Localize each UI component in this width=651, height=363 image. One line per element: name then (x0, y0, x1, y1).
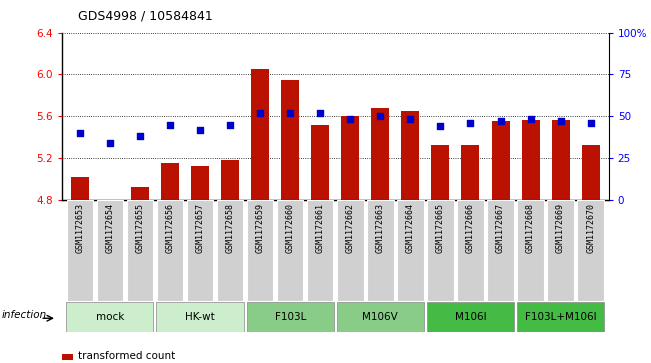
Point (75, 130, 85, 136)
Text: GSM1172666: GSM1172666 (466, 203, 475, 253)
Text: GSM1172660: GSM1172660 (286, 203, 295, 253)
Bar (371, 108, 389, 200)
Bar (161, 163, 179, 200)
Text: GSM1172668: GSM1172668 (526, 203, 535, 253)
Bar (577, 200, 604, 301)
Bar (427, 302, 514, 331)
Bar (221, 160, 239, 200)
Bar (367, 200, 394, 301)
Bar (397, 200, 424, 301)
Text: GSM1172664: GSM1172664 (406, 203, 415, 253)
Text: HK-wt: HK-wt (185, 312, 215, 322)
Bar (488, 200, 514, 301)
Point (436, 123, 446, 129)
Bar (217, 200, 243, 301)
Bar (247, 200, 273, 301)
Bar (101, 200, 119, 202)
Text: GSM1172661: GSM1172661 (316, 203, 325, 253)
Bar (492, 121, 510, 200)
Bar (62, 354, 73, 360)
Bar (71, 177, 89, 200)
Point (585, 120, 596, 126)
Point (525, 117, 536, 122)
Text: transformed count: transformed count (78, 351, 176, 361)
Bar (247, 302, 334, 331)
Point (405, 117, 415, 122)
Bar (402, 111, 419, 200)
Bar (66, 200, 93, 301)
Text: GSM1172665: GSM1172665 (436, 203, 445, 253)
Bar (551, 121, 570, 200)
Bar (157, 200, 183, 301)
Bar (277, 200, 303, 301)
Text: infection: infection (1, 310, 46, 320)
Text: GSM1172655: GSM1172655 (135, 203, 145, 253)
Text: GSM1172657: GSM1172657 (195, 203, 204, 253)
Bar (432, 146, 449, 200)
Text: GSM1172662: GSM1172662 (346, 203, 355, 253)
Point (555, 118, 566, 124)
Bar (307, 200, 333, 301)
Text: GSM1172658: GSM1172658 (226, 203, 234, 253)
Point (165, 122, 175, 127)
Bar (337, 200, 363, 301)
Bar (191, 166, 209, 200)
Text: F103L+M106I: F103L+M106I (525, 312, 596, 322)
Point (345, 117, 355, 122)
Text: GDS4998 / 10584841: GDS4998 / 10584841 (78, 9, 213, 22)
Point (285, 110, 296, 116)
Bar (156, 302, 243, 331)
Bar (97, 200, 123, 301)
Bar (311, 125, 329, 200)
Bar (127, 200, 153, 301)
Bar (581, 146, 600, 200)
Bar (281, 79, 299, 200)
Bar (187, 200, 214, 301)
Bar (462, 146, 480, 200)
Point (195, 127, 205, 132)
Bar (517, 302, 604, 331)
Bar (521, 121, 540, 200)
Point (105, 140, 115, 146)
Text: GSM1172653: GSM1172653 (76, 203, 85, 253)
Point (465, 120, 476, 126)
Text: GSM1172654: GSM1172654 (105, 203, 115, 253)
Bar (547, 200, 574, 301)
Text: M106I: M106I (454, 312, 486, 322)
Point (495, 118, 506, 124)
Text: F103L: F103L (275, 312, 306, 322)
Point (225, 122, 235, 127)
Point (135, 133, 145, 139)
Text: mock: mock (96, 312, 124, 322)
Bar (518, 200, 544, 301)
Bar (66, 302, 154, 331)
Bar (341, 116, 359, 200)
Bar (457, 200, 484, 301)
Text: GSM1172659: GSM1172659 (256, 203, 265, 253)
Text: GSM1172670: GSM1172670 (586, 203, 595, 253)
Bar (427, 200, 454, 301)
Point (315, 110, 326, 116)
Text: GSM1172667: GSM1172667 (496, 203, 505, 253)
Bar (337, 302, 424, 331)
Text: M106V: M106V (363, 312, 398, 322)
Point (375, 113, 385, 119)
Bar (251, 69, 269, 200)
Bar (131, 187, 149, 200)
Text: GSM1172669: GSM1172669 (556, 203, 565, 253)
Text: GSM1172663: GSM1172663 (376, 203, 385, 253)
Point (255, 110, 266, 116)
Text: GSM1172656: GSM1172656 (165, 203, 174, 253)
